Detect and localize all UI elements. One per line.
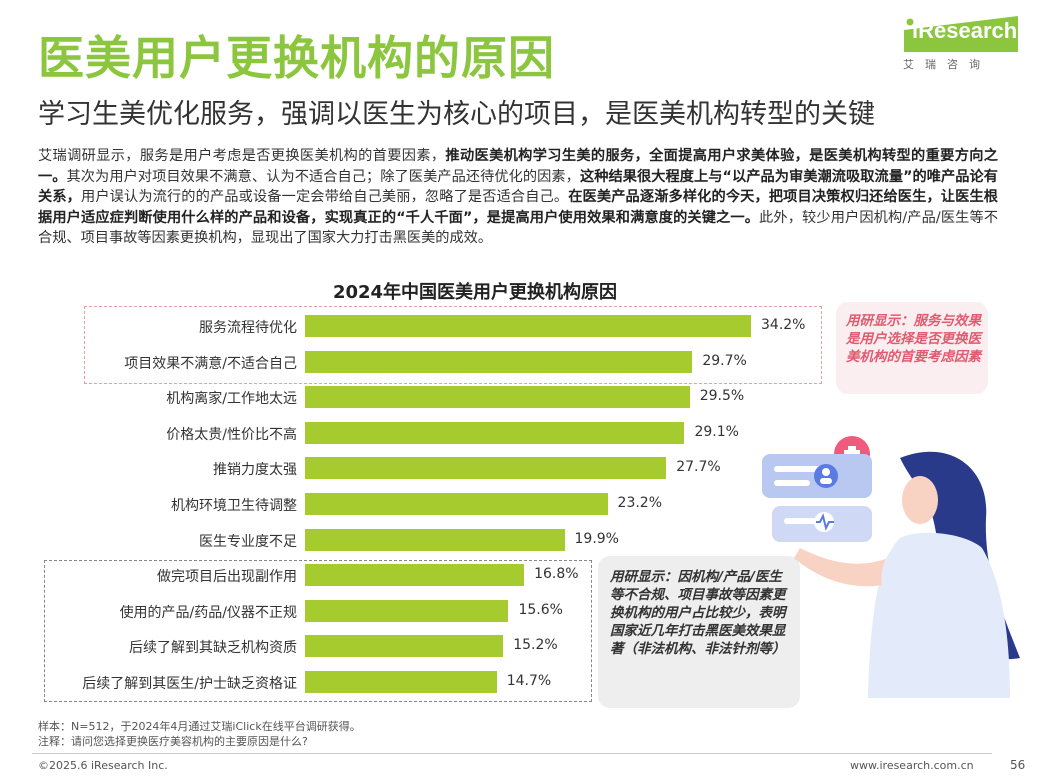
body-text-4: 此外，较少用户因机构/产品/医生等不合规、项目事故等因素更换机构，显现出了国家大… [38,209,999,247]
footer-divider [32,753,992,754]
bar [305,386,690,409]
highlight-box-top [84,306,822,384]
note-gray: 用研显示：因机构/产品/医生等不合规、项目事故等因素更换机构的用户占比较少，表明… [610,569,786,657]
bar [305,457,667,480]
body-bold-3: 在医美产品逐渐多样化的今天，把项目决策权归还给医生，让医生根据用户适应症判断使用… [38,189,998,226]
category-label: 医生专业度不足 [199,533,297,550]
category-label: 使用的产品/药品/仪器不正规 [119,604,297,621]
body-bold-2: 这种结果很大程度上与“以产品为审美潮流吸取流量”的唯产品论有关系， [38,168,998,206]
body-text-3: 用户误认为流行的的产品或设备一定会带给自己美丽，忽略了是否适合自己。 [81,189,569,206]
doctor-illustration [762,436,1020,698]
category-label: 项目效果不满意/不适合自己 [124,355,297,372]
bar [305,493,608,515]
body-text-2: 其次为用户对项目效果不满意、认为不适合自己；除了医美产品还待优化的因素， [66,168,580,185]
logo-text: iResearch [912,18,1018,43]
note-gray-bg [598,556,800,708]
footnote-sample: 样本：N=512，于2024年4月通过艾瑞iClick在线平台调研获得。 [38,720,361,733]
bar [305,315,751,337]
category-label: 价格太贵/性价比不高 [166,426,297,443]
chart-title: 2024年中国医美用户更换机构原因 [332,282,618,303]
value-label: 15.6% [518,601,563,618]
value-label: 16.8% [534,566,579,583]
page-subtitle: 学习生美优化服务，强调以医生为核心的项目，是医美机构转型的关键 [38,99,875,130]
category-label: 服务流程待优化 [199,320,297,336]
page-number: 56 [1010,758,1026,772]
bar [305,564,525,587]
logo-subtext: 艾瑞咨询 [903,58,991,71]
value-label: 19.9% [574,530,619,547]
highlight-box-bottom [44,560,592,702]
category-label: 做完项目后出现副作用 [157,569,297,586]
bar [305,421,685,444]
footnote-note: 注释：请问您选择更换医疗美容机构的主要原因是什么? [38,735,308,748]
category-label: 后续了解到其医生/护士缺乏资格证 [82,676,297,692]
note-pink-bg [836,302,988,394]
bar [305,350,693,373]
page-title: 医美用户更换机构的原因 [38,31,555,85]
bar [305,671,497,693]
category-label: 机构离家/工作地太远 [166,391,297,408]
value-label: 27.7% [676,459,721,476]
value-label: 15.2% [513,637,558,654]
value-label: 14.7% [506,673,552,689]
value-label: 29.1% [694,423,739,440]
body-text-1: 艾瑞调研显示，服务是用户考虑是否更换医美机构的首要因素， [38,148,446,164]
category-label: 机构环境卫生待调整 [171,498,297,514]
category-label: 推销力度太强 [213,462,297,479]
bar [305,635,504,658]
body-bold-1: 推动医美机构学习生美的服务，全面提高用户求美体验，是医美机构转型的重要方向之一。 [38,148,998,185]
footer-url[interactable]: www.iresearch.com.cn [850,759,974,772]
body-paragraph: 艾瑞调研显示，服务是用户考虑是否更换医美机构的首要因素，推动医美机构学习生美的服… [38,146,998,249]
copyright: ©2025.6 iResearch Inc. [38,759,168,772]
iresearch-logo [904,16,1018,52]
value-label: 29.5% [699,388,745,405]
value-label: 34.2% [761,317,806,333]
value-label: 23.2% [617,495,663,511]
value-label: 29.7% [702,352,747,369]
category-label: 后续了解到其缺乏机构资质 [129,640,297,657]
note-pink: 用研显示：服务与效果是用户选择是否更换医美机构的首要考虑因素 [846,313,981,365]
bar [305,528,565,551]
bar [305,599,509,622]
